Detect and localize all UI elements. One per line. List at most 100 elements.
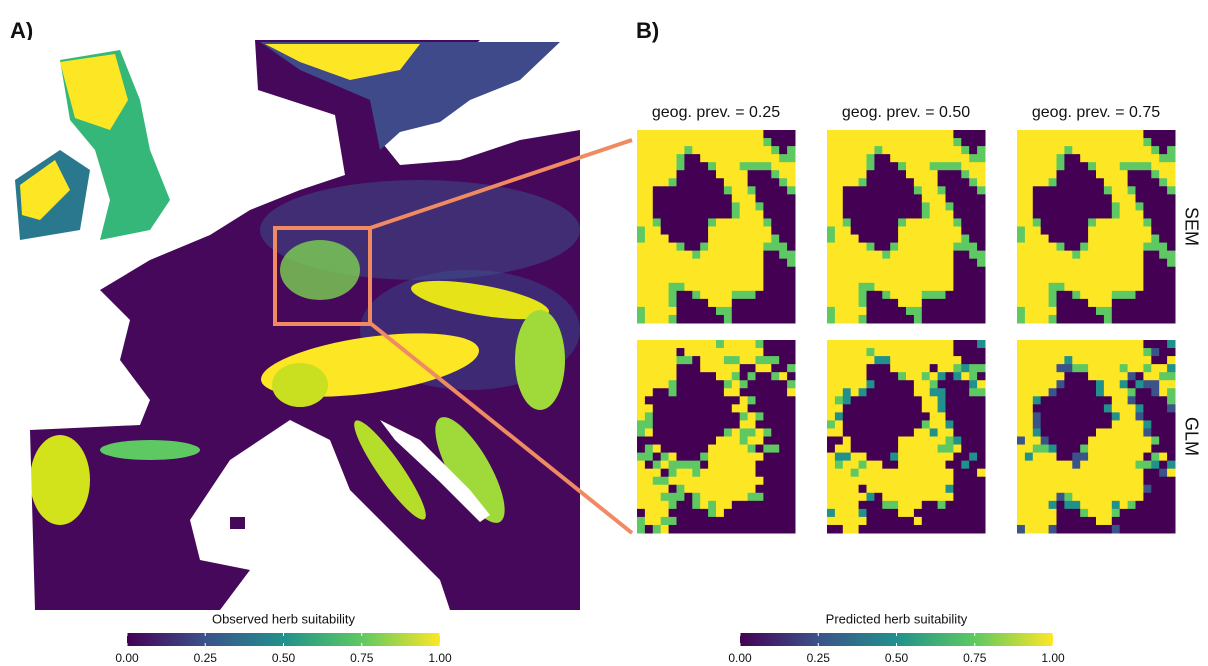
pixel bbox=[740, 154, 748, 163]
pixel bbox=[669, 315, 677, 324]
pixel bbox=[843, 356, 851, 365]
prediction-map bbox=[637, 340, 796, 534]
pixel bbox=[851, 154, 859, 163]
pixel bbox=[938, 428, 946, 437]
pixel bbox=[867, 307, 875, 316]
pixel bbox=[1033, 315, 1041, 324]
pixel bbox=[1080, 235, 1088, 244]
pixel bbox=[677, 445, 685, 454]
pixel bbox=[953, 227, 961, 236]
pixel bbox=[669, 380, 677, 389]
pixel bbox=[827, 315, 835, 324]
pixel bbox=[835, 275, 843, 284]
pixel bbox=[645, 275, 653, 284]
pixel bbox=[977, 194, 985, 203]
pixel bbox=[1041, 283, 1049, 292]
pixel bbox=[827, 186, 835, 195]
pixel bbox=[961, 178, 969, 187]
pixel bbox=[961, 437, 969, 446]
pixel bbox=[890, 404, 898, 413]
pixel bbox=[708, 275, 716, 284]
pixel bbox=[708, 493, 716, 502]
pixel bbox=[874, 517, 882, 526]
pixel bbox=[1143, 138, 1151, 147]
pixel bbox=[1143, 493, 1151, 502]
pixel bbox=[914, 517, 922, 526]
pixel bbox=[953, 218, 961, 227]
pixel bbox=[1080, 202, 1088, 211]
pixel bbox=[1120, 493, 1128, 502]
pixel bbox=[637, 364, 645, 373]
pixel bbox=[882, 420, 890, 429]
pixel bbox=[1159, 138, 1167, 147]
pixel bbox=[874, 340, 882, 349]
pixel bbox=[1143, 291, 1151, 300]
pixel bbox=[732, 517, 740, 526]
pixel bbox=[661, 259, 669, 268]
pixel bbox=[708, 388, 716, 397]
pixel bbox=[1104, 299, 1112, 308]
pixel bbox=[708, 340, 716, 349]
pixel bbox=[732, 348, 740, 357]
pixel bbox=[740, 372, 748, 381]
pixel bbox=[740, 461, 748, 470]
pixel bbox=[890, 138, 898, 147]
pixel bbox=[1151, 162, 1159, 171]
pixel bbox=[1025, 267, 1033, 276]
pixel bbox=[1096, 259, 1104, 268]
pixel bbox=[1049, 186, 1057, 195]
pixel bbox=[1025, 428, 1033, 437]
pixel bbox=[1151, 178, 1159, 187]
pixel bbox=[732, 251, 740, 260]
pixel bbox=[637, 130, 645, 139]
pixel bbox=[961, 412, 969, 421]
pixel bbox=[843, 186, 851, 195]
pixel bbox=[1072, 299, 1080, 308]
pixel bbox=[1057, 509, 1065, 518]
pixel bbox=[1120, 291, 1128, 300]
pixel bbox=[1041, 364, 1049, 373]
pixel bbox=[890, 509, 898, 518]
pixel bbox=[700, 525, 708, 534]
pixel bbox=[938, 461, 946, 470]
pixel bbox=[898, 218, 906, 227]
pixel bbox=[1096, 517, 1104, 526]
pixel bbox=[700, 420, 708, 429]
pixel bbox=[732, 218, 740, 227]
pixel bbox=[1104, 501, 1112, 510]
pixel bbox=[763, 186, 771, 195]
pixel bbox=[827, 396, 835, 405]
pixel bbox=[1143, 202, 1151, 211]
pixel bbox=[914, 388, 922, 397]
pixel bbox=[771, 202, 779, 211]
pixel bbox=[661, 340, 669, 349]
pixel bbox=[867, 291, 875, 300]
pixel bbox=[835, 348, 843, 357]
pixel bbox=[1120, 396, 1128, 405]
pixel bbox=[1112, 307, 1120, 316]
pixel bbox=[716, 235, 724, 244]
pixel bbox=[961, 202, 969, 211]
pixel bbox=[787, 307, 795, 316]
pixel bbox=[1120, 461, 1128, 470]
pixel bbox=[914, 461, 922, 470]
pixel bbox=[867, 299, 875, 308]
pixel bbox=[1033, 420, 1041, 429]
pixel bbox=[1159, 210, 1167, 219]
pixel bbox=[1088, 210, 1096, 219]
pixel bbox=[1167, 525, 1175, 534]
pixel bbox=[1120, 307, 1128, 316]
pixel bbox=[953, 388, 961, 397]
pixel bbox=[748, 517, 756, 526]
pixel bbox=[716, 453, 724, 462]
pixel bbox=[1136, 130, 1144, 139]
pixel bbox=[1057, 356, 1065, 365]
pixel bbox=[1057, 275, 1065, 284]
pixel bbox=[653, 227, 661, 236]
pixel bbox=[1064, 509, 1072, 518]
pixel bbox=[1049, 340, 1057, 349]
pixel bbox=[653, 202, 661, 211]
pixel bbox=[748, 493, 756, 502]
pixel bbox=[859, 461, 867, 470]
pixel bbox=[779, 364, 787, 373]
